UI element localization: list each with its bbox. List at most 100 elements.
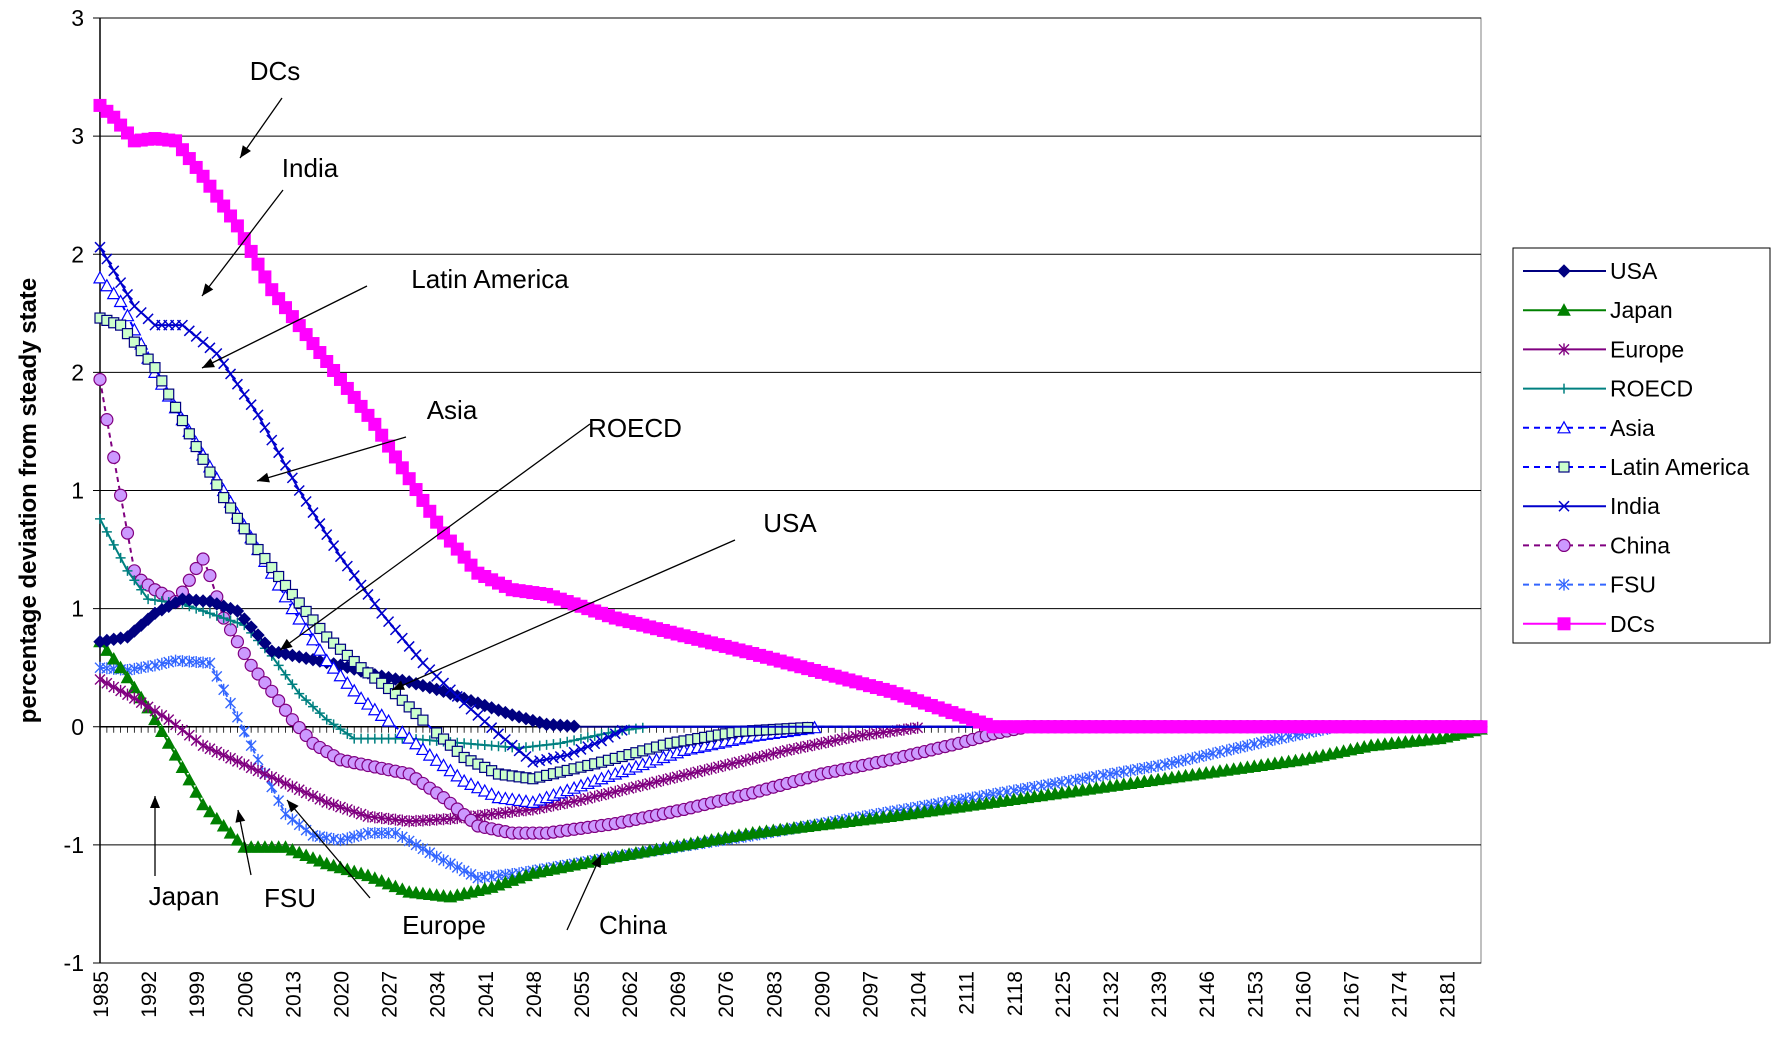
legend-label: Europe	[1610, 336, 1684, 362]
annotation-arrow-line	[201, 189, 284, 297]
data-point	[197, 739, 209, 752]
data-point	[230, 635, 245, 649]
x-tick-label: 2125	[1052, 971, 1075, 1018]
legend-entry-dcs: DCs	[1523, 611, 1655, 637]
data-point	[245, 533, 257, 545]
data-point	[569, 735, 580, 746]
data-point	[99, 278, 114, 292]
data-point	[348, 805, 360, 818]
data-point	[1248, 738, 1260, 751]
data-point	[251, 628, 265, 642]
data-point	[156, 657, 168, 670]
annotation-arrow-head	[150, 796, 160, 808]
data-point	[609, 785, 621, 798]
legend-entry-europe: Europe	[1523, 336, 1684, 362]
data-point	[230, 604, 245, 618]
data-point	[285, 842, 300, 856]
annotation-arrow-head	[591, 855, 601, 868]
x-tick-label: 2111	[956, 971, 979, 1015]
data-point	[292, 845, 307, 859]
data-point	[616, 784, 628, 797]
data-point	[465, 868, 477, 881]
data-point	[183, 325, 195, 337]
data-point	[120, 526, 135, 540]
data-point	[232, 617, 243, 628]
data-point	[113, 660, 128, 674]
data-point	[211, 670, 223, 683]
data-point	[527, 756, 539, 768]
legend-entry-asia: Asia	[1523, 415, 1655, 441]
data-point	[326, 660, 341, 674]
x-tick-label: 2097	[860, 971, 883, 1018]
data-point	[1558, 500, 1570, 512]
x-tick-label: 1985	[90, 971, 113, 1018]
data-point	[376, 607, 388, 619]
legend-label: Latin America	[1610, 454, 1750, 480]
data-point	[1558, 578, 1570, 591]
data-point	[328, 637, 340, 649]
data-point	[431, 850, 443, 863]
legend-entry-roecd: ROECD	[1523, 376, 1693, 402]
data-point	[630, 780, 642, 793]
data-point	[176, 724, 188, 737]
data-point	[218, 491, 230, 504]
data-point	[361, 868, 375, 882]
data-point	[121, 288, 134, 300]
data-point	[121, 328, 134, 340]
legend-entry-usa: USA	[1523, 258, 1658, 284]
data-point	[293, 597, 305, 609]
data-point	[107, 450, 121, 465]
data-point	[286, 813, 298, 826]
legend-label: FSU	[1610, 572, 1656, 598]
data-point	[300, 495, 312, 508]
data-point	[341, 803, 353, 816]
data-point	[100, 413, 114, 427]
data-point	[1214, 745, 1226, 758]
data-point	[403, 701, 415, 713]
y-tick-label: -1	[64, 832, 84, 858]
annotation-arrow-head	[240, 145, 251, 158]
data-point	[333, 668, 348, 682]
data-point	[321, 714, 332, 725]
data-point	[328, 719, 339, 730]
data-point	[128, 336, 140, 348]
data-point	[1262, 734, 1274, 747]
data-point	[1200, 749, 1212, 762]
data-point	[781, 744, 793, 757]
x-tick-label: 1999	[186, 971, 209, 1018]
data-point	[534, 755, 546, 767]
data-point	[424, 846, 436, 859]
data-point	[644, 777, 656, 790]
data-point	[94, 673, 106, 686]
data-point	[245, 399, 257, 411]
annotation-label: India	[282, 153, 339, 183]
data-point	[218, 358, 230, 370]
data-point	[403, 834, 415, 847]
legend-label: China	[1610, 532, 1670, 558]
data-point	[273, 794, 285, 807]
data-point	[410, 649, 422, 661]
data-point	[176, 319, 188, 331]
data-point	[211, 347, 223, 360]
data-point	[204, 608, 215, 619]
data-point	[135, 696, 147, 709]
data-point	[168, 748, 183, 761]
data-point	[381, 713, 396, 727]
data-point	[128, 692, 140, 705]
data-point	[1557, 538, 1571, 553]
data-point	[429, 753, 444, 766]
annotation-arrow-line	[566, 854, 602, 931]
annotation-arrow-head	[235, 810, 246, 823]
data-point	[108, 681, 120, 694]
x-tick-label: 2034	[427, 971, 450, 1018]
data-point	[101, 526, 112, 537]
data-point	[230, 833, 245, 846]
data-point	[122, 565, 133, 576]
data-point	[375, 428, 389, 442]
annotation-label: Asia	[427, 395, 478, 425]
data-point	[664, 772, 676, 785]
data-point	[335, 724, 346, 735]
legend-label: India	[1610, 493, 1660, 519]
data-point	[740, 754, 752, 767]
legend-entry-china: China	[1523, 532, 1670, 558]
